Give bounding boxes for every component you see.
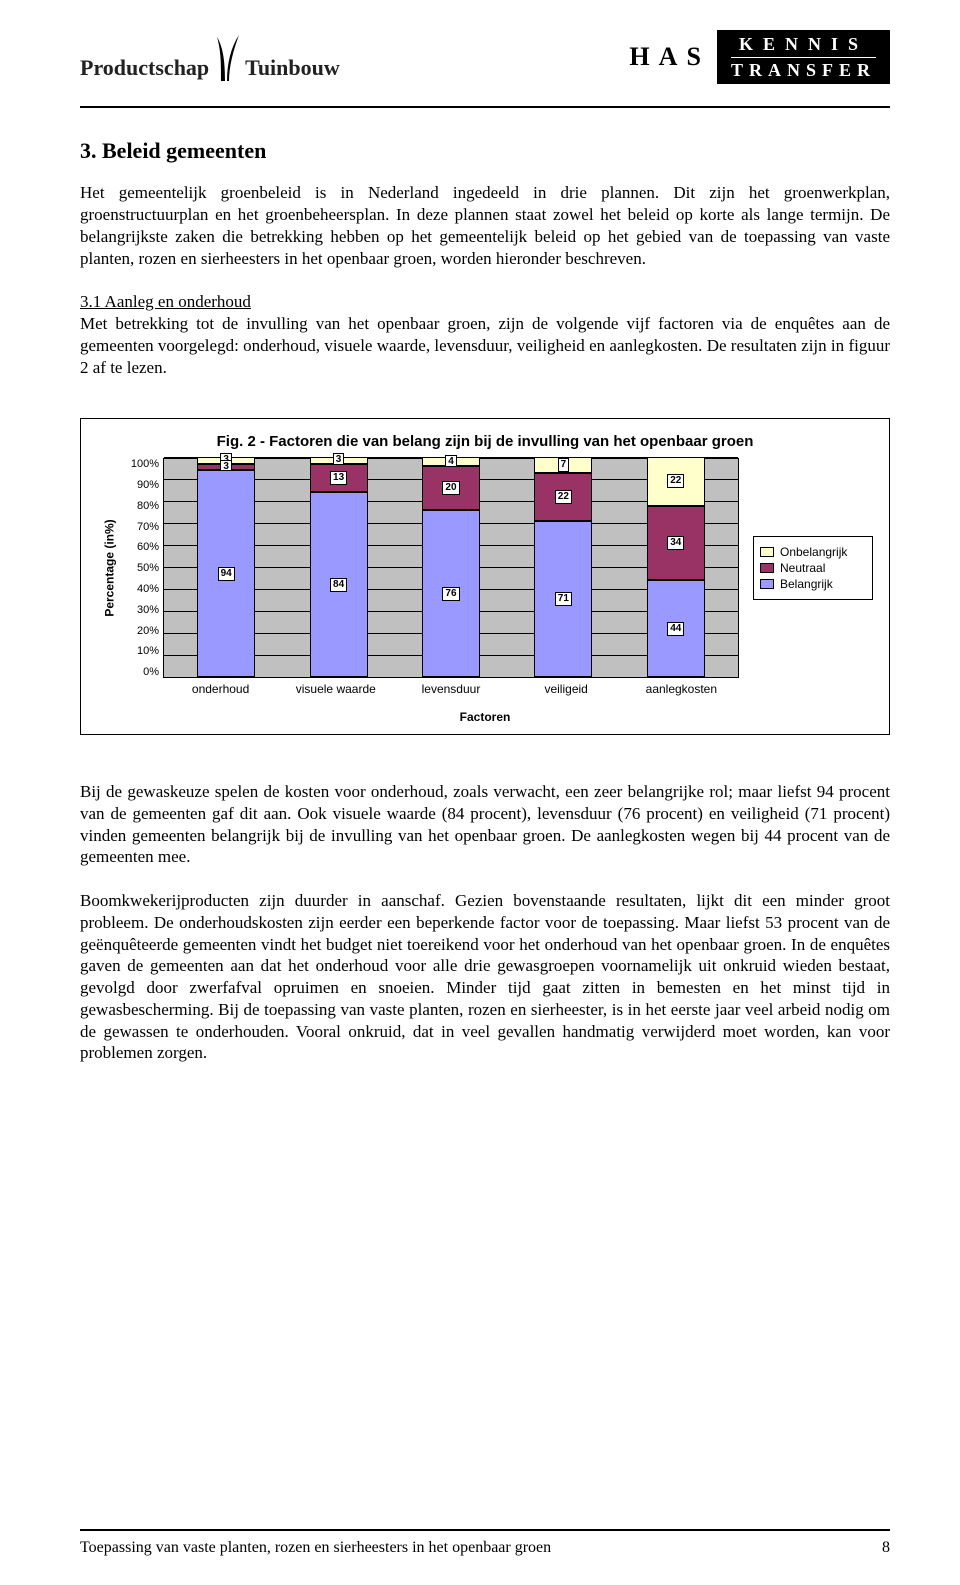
chart-xtick: levensduur — [403, 682, 499, 696]
legend-label: Belangrijk — [780, 577, 833, 591]
subsection-heading: 3.1 Aanleg en onderhoud — [80, 292, 251, 311]
section-heading: 3. Beleid gemeenten — [80, 138, 890, 164]
chart-ytick: 70% — [123, 521, 159, 533]
chart-plot-area: 3394313844207672271223444 — [163, 458, 739, 678]
chart-ytick: 40% — [123, 583, 159, 595]
chart-value-label: 71 — [555, 592, 572, 606]
chart-xtick: veiligeid — [518, 682, 614, 696]
seg-neutraal: 13 — [310, 464, 368, 493]
legend-label: Neutraal — [780, 561, 825, 575]
chart-bar: 22 34 44 — [647, 457, 705, 677]
seg-onbelangrijk: 7 — [534, 457, 592, 472]
chart-value-label: 20 — [442, 481, 459, 495]
chart-ytick: 20% — [123, 625, 159, 637]
seg-belangrijk: 76 — [422, 510, 480, 677]
chart-value-label: 22 — [667, 474, 684, 488]
page-number: 8 — [882, 1539, 890, 1557]
seg-neutraal: 22 — [534, 473, 592, 521]
leaf-icon — [211, 33, 243, 87]
chart-bar: 3 13 84 — [310, 457, 368, 677]
chart-title: Fig. 2 - Factoren die van belang zijn bi… — [97, 433, 873, 452]
paragraph-2: Bij de gewaskeuze spelen de kosten voor … — [80, 781, 890, 868]
logo-has-kennistransfer: H A S KENNIS TRANSFER — [623, 30, 890, 84]
page-header: Productschap Tuinbouw H A S KENNIS TRANS… — [80, 30, 890, 84]
subsection-3-1: 3.1 Aanleg en onderhoud Met betrekking t… — [80, 291, 890, 378]
header-rule — [80, 106, 890, 108]
chart-xtick: onderhoud — [173, 682, 269, 696]
chart-value-label: 34 — [667, 536, 684, 550]
chart-xtick: aanlegkosten — [633, 682, 729, 696]
chart-xticks: onderhoud visuele waarde levensduur veilige… — [163, 678, 739, 696]
chart-legend: Onbelangrijk Neutraal Belangrijk — [753, 536, 873, 600]
chart-value-label: 84 — [330, 578, 347, 592]
chart-ytick: 50% — [123, 562, 159, 574]
chart-ytick: 10% — [123, 645, 159, 657]
logo-word-a: Productschap — [80, 55, 209, 81]
chart-ytick: 0% — [123, 666, 159, 678]
chart-value-label: 7 — [558, 458, 570, 472]
chart-bar: 4 20 76 — [422, 457, 480, 677]
chart-value-label: 22 — [555, 490, 572, 504]
logo-productschap-tuinbouw: Productschap Tuinbouw — [80, 33, 340, 81]
seg-neutraal: 34 — [647, 506, 705, 581]
chart-value-label: 13 — [330, 471, 347, 485]
chart-xtick: visuele waarde — [288, 682, 384, 696]
transfer-label: TRANSFER — [731, 57, 876, 81]
legend-item: Neutraal — [760, 561, 866, 575]
logo-word-b: Tuinbouw — [245, 55, 340, 81]
chart-ytick: 90% — [123, 479, 159, 491]
seg-onbelangrijk: 4 — [422, 457, 480, 466]
legend-item: Onbelangrijk — [760, 545, 866, 559]
subsection-text: Met betrekking tot de invulling van het … — [80, 314, 890, 377]
seg-belangrijk: 84 — [310, 492, 368, 677]
chart-ytick: 30% — [123, 604, 159, 616]
seg-belangrijk: 94 — [197, 470, 255, 677]
figure-2-chart: Fig. 2 - Factoren die van belang zijn bi… — [80, 418, 890, 735]
legend-swatch — [760, 563, 774, 573]
chart-ytick: 80% — [123, 500, 159, 512]
legend-item: Belangrijk — [760, 577, 866, 591]
kennis-label: KENNIS — [731, 34, 876, 55]
seg-belangrijk: 44 — [647, 580, 705, 677]
seg-neutraal: 3 — [197, 464, 255, 471]
seg-belangrijk: 71 — [534, 521, 592, 677]
seg-onbelangrijk: 3 — [310, 457, 368, 464]
page-footer: Toepassing van vaste planten, rozen en s… — [80, 1529, 890, 1557]
seg-neutraal: 20 — [422, 466, 480, 510]
seg-onbelangrijk: 22 — [647, 457, 705, 505]
has-label: H A S — [623, 40, 709, 74]
chart-bar: 7 22 71 — [534, 457, 592, 677]
paragraph-3: Boomkwekerijproducten zijn duurder in aa… — [80, 890, 890, 1064]
legend-swatch — [760, 547, 774, 557]
chart-xlabel: Factoren — [97, 710, 873, 724]
chart-value-label: 94 — [218, 567, 235, 581]
kennistransfer-box: KENNIS TRANSFER — [717, 30, 890, 84]
chart-bar: 3394 — [197, 457, 255, 677]
chart-ytick: 60% — [123, 541, 159, 553]
chart-yticks: 100% 90% 80% 70% 60% 50% 40% 30% 20% 10% 0% — [123, 458, 163, 678]
legend-label: Onbelangrijk — [780, 545, 847, 559]
chart-ytick: 100% — [123, 458, 159, 470]
chart-value-label: 44 — [667, 622, 684, 636]
chart-ylabel: Percentage (in%) — [103, 519, 117, 616]
legend-swatch — [760, 579, 774, 589]
footer-text: Toepassing van vaste planten, rozen en s… — [80, 1539, 551, 1557]
intro-paragraph: Het gemeentelijk groenbeleid is in Neder… — [80, 182, 890, 269]
chart-value-label: 76 — [442, 587, 459, 601]
